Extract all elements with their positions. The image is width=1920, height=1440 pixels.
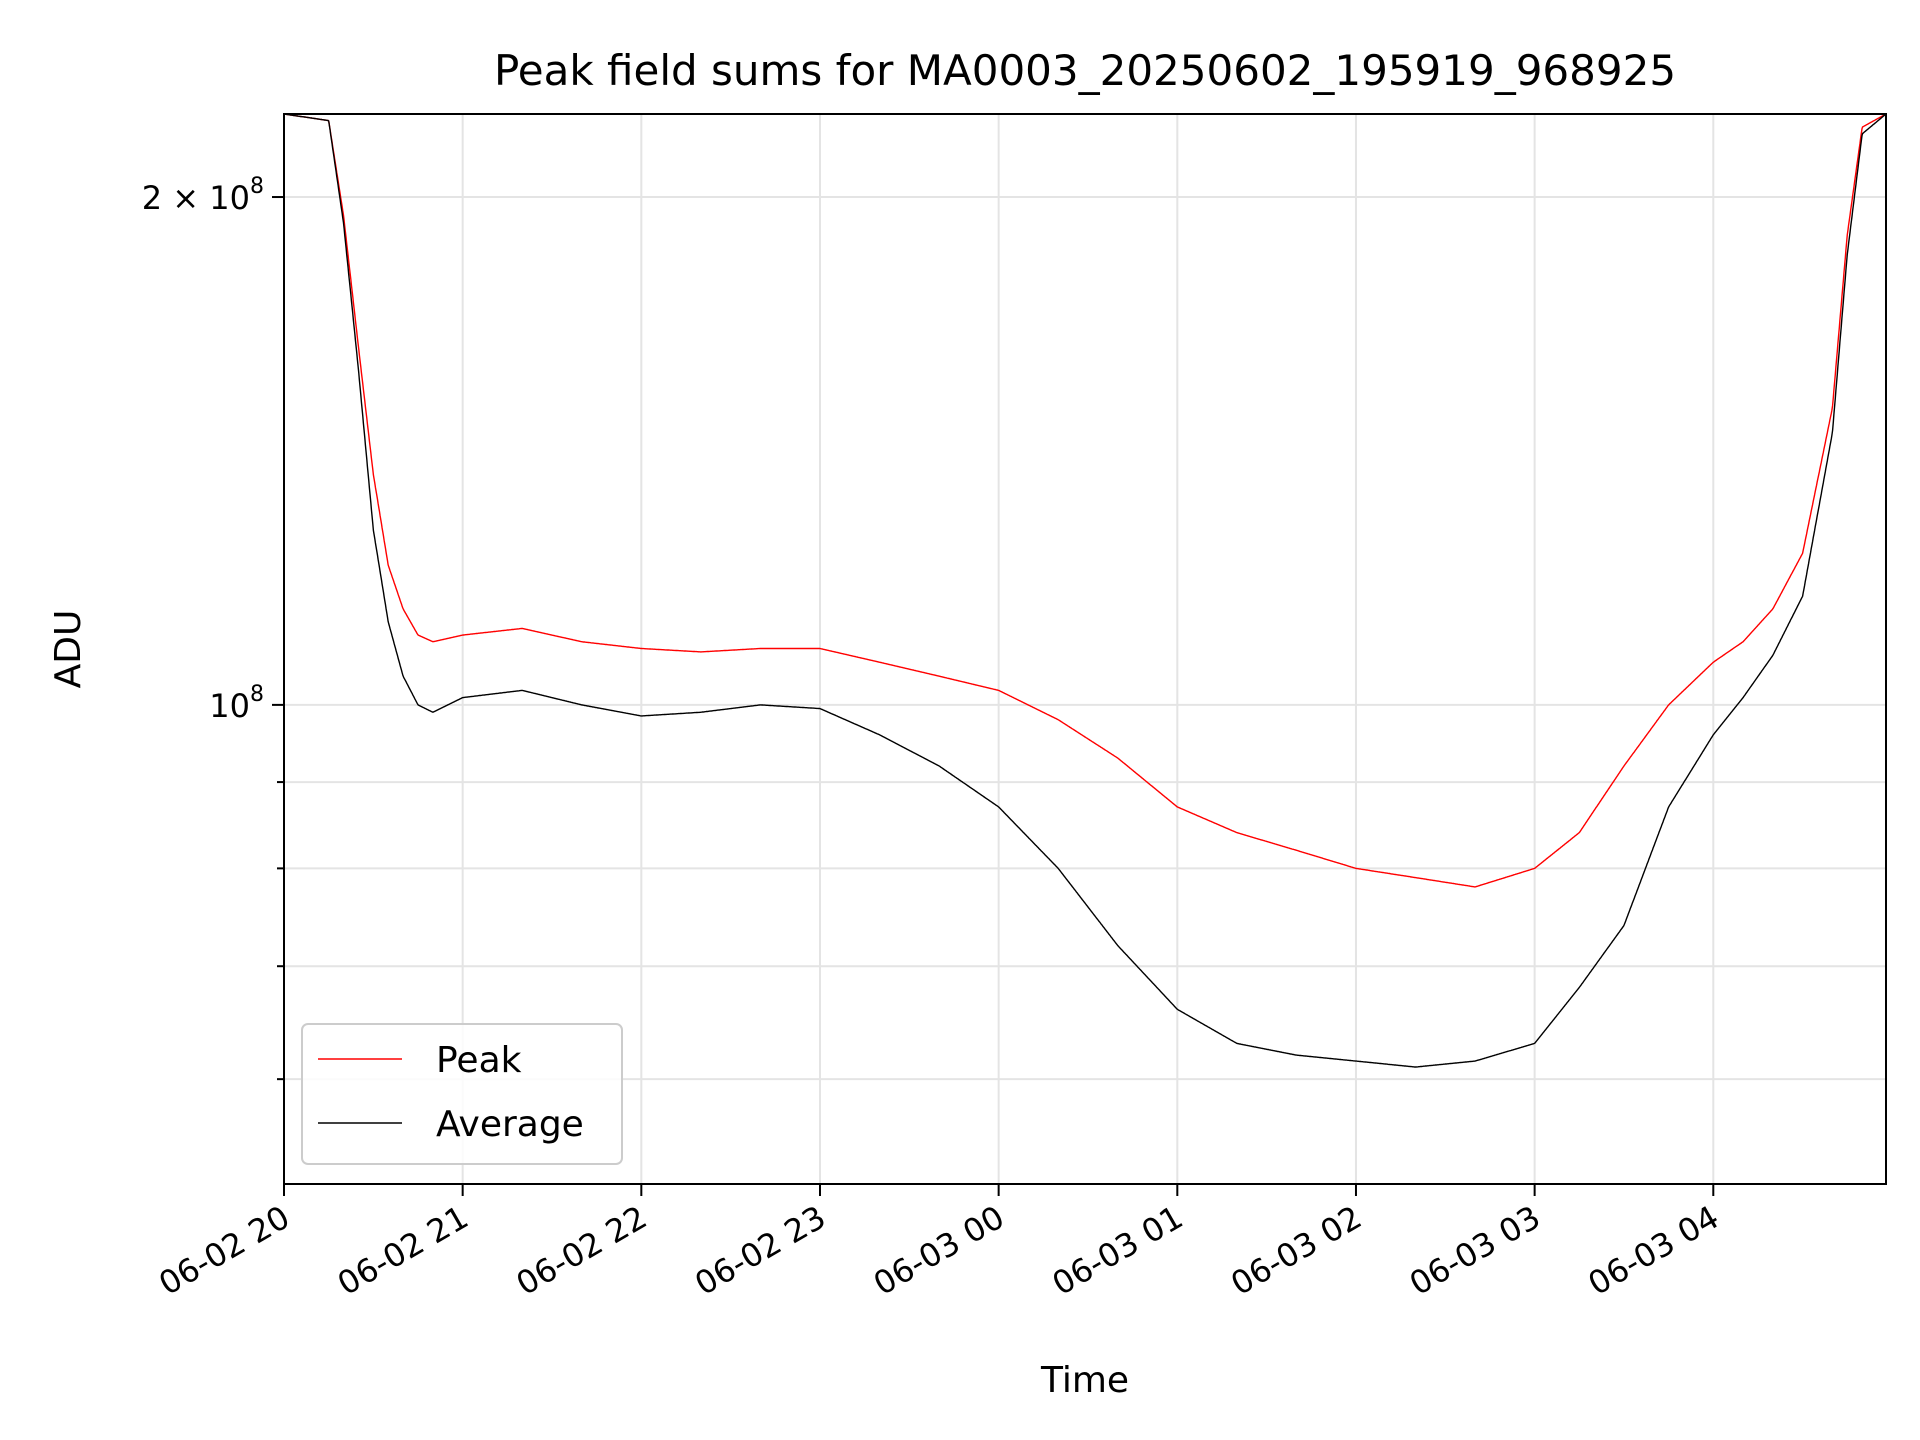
- legend-label-average: Average: [436, 1104, 584, 1145]
- y-tick-label-exponent: 8: [250, 174, 264, 199]
- legend: Peak Average: [301, 1023, 623, 1165]
- y-tick-label-exponent: 8: [250, 682, 264, 707]
- x-axis-label: Time: [1040, 1360, 1129, 1401]
- y-tick-label-base: 10: [209, 687, 250, 725]
- chart-title: Peak field sums for MA0003_20250602_1959…: [494, 46, 1676, 95]
- plot-frame: [283, 113, 1887, 1185]
- grid: [283, 114, 1886, 1184]
- series-line-peak: [283, 113, 1887, 888]
- y-tick-label-base: 2 × 10: [142, 179, 250, 217]
- y-tick-label: 108: [209, 682, 264, 725]
- y-tick-label: 2 × 108: [142, 174, 264, 217]
- series-line-average: [283, 113, 1887, 1068]
- plot-area: [283, 113, 1887, 1068]
- y-axis-label: ADU: [48, 610, 89, 689]
- legend-label-peak: Peak: [436, 1040, 522, 1081]
